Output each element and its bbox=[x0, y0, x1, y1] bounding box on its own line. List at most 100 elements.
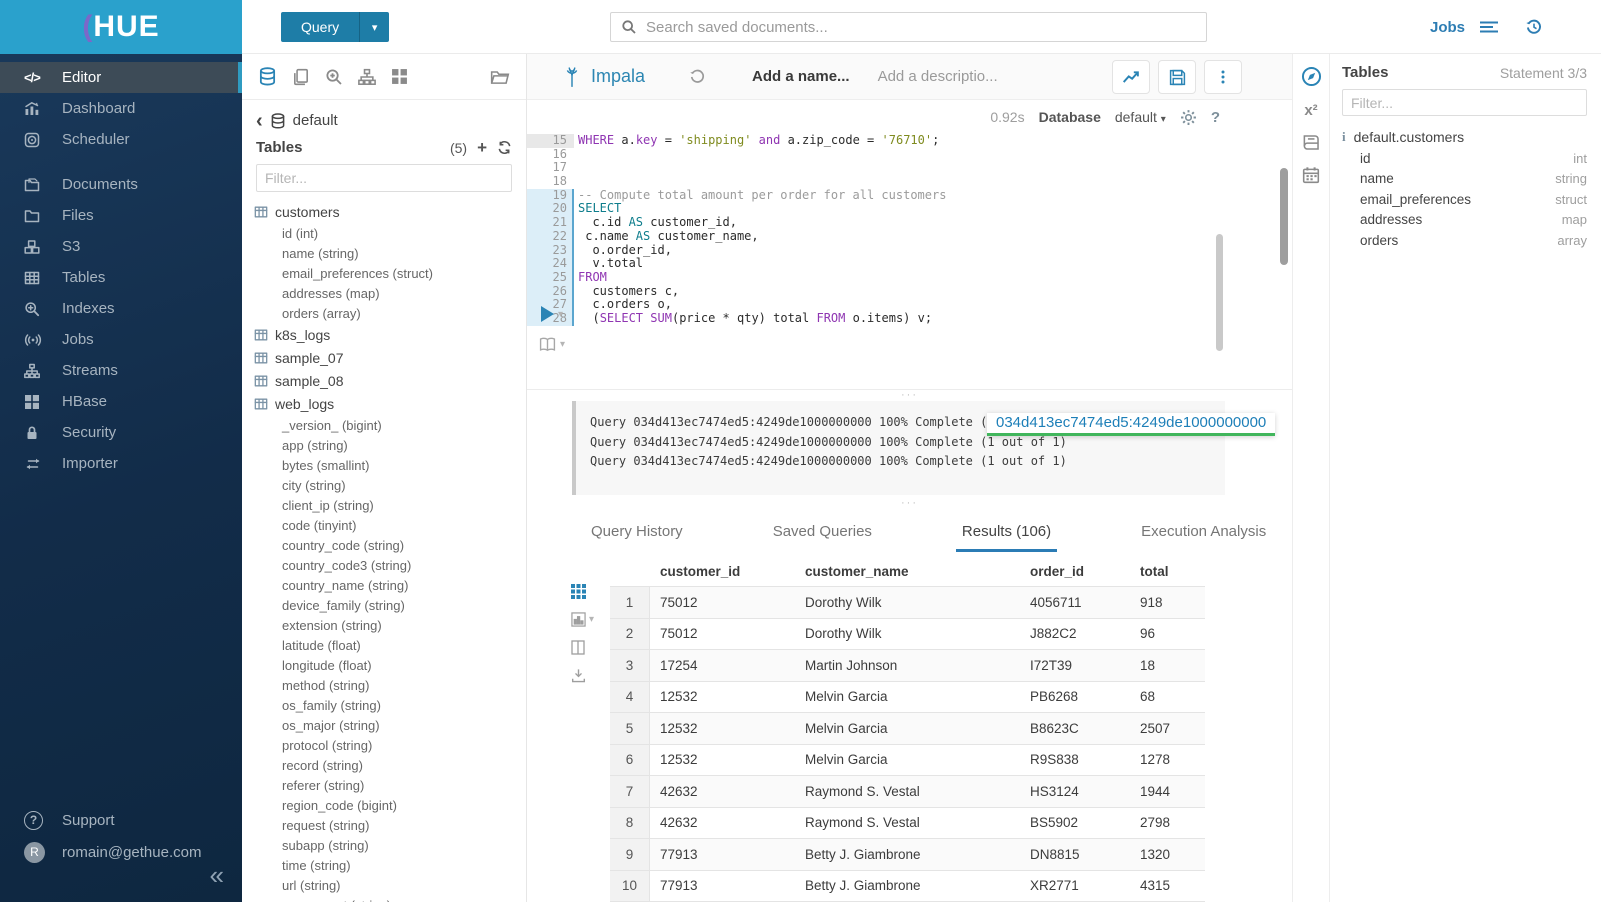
chart-view-icon[interactable]: ▾ bbox=[571, 612, 594, 627]
schedule-calendar-icon[interactable] bbox=[1302, 166, 1320, 184]
sidebar-item-hbase[interactable]: HBase bbox=[0, 386, 242, 417]
column-item[interactable]: os_family (string) bbox=[282, 697, 381, 713]
results-header-order-id[interactable]: order_id bbox=[1030, 563, 1085, 579]
column-item[interactable]: longitude (float) bbox=[282, 657, 372, 673]
download-icon[interactable] bbox=[571, 668, 594, 683]
engine-name[interactable]: Impala bbox=[591, 66, 646, 86]
table-sample-07[interactable]: sample_07 bbox=[254, 346, 526, 369]
column-item[interactable]: latitude (float) bbox=[282, 637, 361, 653]
column-item[interactable]: record (string) bbox=[282, 757, 363, 773]
chart-button[interactable] bbox=[1112, 60, 1150, 94]
settings-gear-icon[interactable] bbox=[1180, 109, 1197, 126]
new-query-button[interactable]: Query ▾ bbox=[281, 12, 390, 42]
tab-results-106[interactable]: Results (106) bbox=[955, 519, 1058, 552]
jobs-link[interactable]: Jobs bbox=[1429, 18, 1465, 36]
sidebar-item-tables[interactable]: Tables bbox=[0, 262, 242, 293]
explain-book-icon[interactable]: ▾ bbox=[539, 337, 565, 352]
add-table-icon[interactable]: + bbox=[477, 138, 487, 157]
sidebar-item-dashboard[interactable]: Dashboard bbox=[0, 93, 242, 124]
column-item[interactable]: os_major (string) bbox=[282, 717, 380, 733]
history-icon[interactable] bbox=[689, 68, 706, 85]
hue-logo[interactable]: (HUE bbox=[0, 0, 242, 54]
column-item[interactable]: client_ip (string) bbox=[282, 497, 374, 513]
sidebar-item-s3[interactable]: S3 bbox=[0, 231, 242, 262]
column-item[interactable]: _version_ (bigint) bbox=[282, 417, 382, 433]
query-name-field[interactable]: Add a name... bbox=[752, 68, 850, 85]
collapse-sidebar-icon[interactable]: « bbox=[209, 860, 224, 890]
column-item[interactable]: addresses (map) bbox=[282, 285, 380, 301]
tab-execution-analysis[interactable]: Execution Analysis bbox=[1141, 523, 1267, 540]
sidebar-footer-support[interactable]: ? Support bbox=[0, 804, 242, 836]
column-item[interactable]: referer (string) bbox=[282, 777, 365, 793]
sidebar-item-editor[interactable]: </> Editor bbox=[0, 62, 242, 93]
functions-icon[interactable]: x² bbox=[1304, 102, 1318, 119]
query-button-label[interactable]: Query bbox=[281, 12, 360, 42]
active-table[interactable]: i default.customers bbox=[1342, 126, 1587, 148]
sidebar-item-documents[interactable]: Documents bbox=[0, 169, 242, 200]
language-reference-icon[interactable] bbox=[1302, 134, 1321, 151]
editor-assistant-icon[interactable] bbox=[1301, 66, 1322, 87]
column-item[interactable]: method (string) bbox=[282, 677, 370, 693]
chevron-down-icon[interactable]: ▾ bbox=[589, 614, 595, 625]
sidebar-item-importer[interactable]: Importer bbox=[0, 448, 242, 479]
column-item[interactable]: name string bbox=[1342, 169, 1587, 190]
column-item[interactable]: country_name (string) bbox=[282, 577, 409, 593]
table-customers[interactable]: customers bbox=[254, 200, 526, 223]
sitemap-source-icon[interactable] bbox=[358, 68, 376, 86]
current-database[interactable]: default bbox=[292, 112, 338, 129]
column-item[interactable]: protocol (string) bbox=[282, 737, 373, 753]
database-source-icon[interactable] bbox=[258, 67, 277, 86]
resize-handle[interactable]: ··· bbox=[901, 389, 918, 401]
results-header-customer-name[interactable]: customer_name bbox=[805, 563, 909, 579]
search-input[interactable] bbox=[646, 18, 1196, 36]
column-item[interactable]: user_agent (string) bbox=[254, 895, 526, 902]
zoom-in-icon[interactable] bbox=[325, 68, 343, 86]
sql-code-editor[interactable]: 15 WHERE a.key = 'shipping' and a.zip_cod… bbox=[527, 133, 1292, 389]
column-item[interactable]: bytes (smallint) bbox=[282, 457, 370, 473]
columns-view-icon[interactable] bbox=[571, 640, 594, 655]
sidebar-item-indexes[interactable]: Indexes bbox=[0, 293, 242, 324]
column-item[interactable]: country_code (string) bbox=[282, 537, 405, 553]
documents-source-icon[interactable] bbox=[292, 68, 310, 86]
info-icon[interactable]: i bbox=[1342, 129, 1346, 144]
sidebar-item-files[interactable]: Files bbox=[0, 200, 242, 231]
column-item[interactable]: subapp (string) bbox=[282, 837, 369, 853]
column-item[interactable]: device_family (string) bbox=[282, 597, 405, 613]
right-panel-filter-input[interactable] bbox=[1342, 89, 1587, 116]
column-item[interactable]: app (string) bbox=[282, 437, 348, 453]
jobs-list-icon[interactable] bbox=[1479, 19, 1499, 35]
column-item[interactable]: name (string) bbox=[282, 245, 359, 261]
column-item[interactable]: addresses map bbox=[1342, 210, 1587, 231]
help-icon[interactable]: ? bbox=[1210, 108, 1220, 126]
sidebar-item-security[interactable]: Security bbox=[0, 417, 242, 448]
save-button[interactable] bbox=[1158, 60, 1196, 94]
results-header-customer-id[interactable]: customer_id bbox=[660, 563, 741, 579]
column-item[interactable]: id (int) bbox=[282, 225, 319, 241]
sidebar-item-streams[interactable]: Streams bbox=[0, 355, 242, 386]
more-actions-button[interactable] bbox=[1204, 60, 1242, 94]
execute-query-button[interactable]: ▾ bbox=[541, 306, 563, 322]
column-item[interactable]: email_preferences (struct) bbox=[282, 265, 433, 281]
column-item[interactable]: extension (string) bbox=[282, 617, 382, 633]
column-item[interactable]: country_code3 (string) bbox=[282, 557, 412, 573]
database-dropdown[interactable]: default ▾ bbox=[1114, 109, 1166, 125]
grid-view-icon[interactable] bbox=[571, 584, 594, 599]
tab-query-history[interactable]: Query History bbox=[591, 523, 683, 540]
query-description-field[interactable]: Add a descriptio... bbox=[877, 68, 998, 85]
table-web-logs[interactable]: web_logs bbox=[254, 392, 526, 415]
code-scrollbar-thumb[interactable] bbox=[1216, 234, 1223, 351]
projects-folder-icon[interactable] bbox=[490, 68, 510, 86]
column-item[interactable]: request (string) bbox=[282, 817, 370, 833]
resize-handle[interactable]: ··· bbox=[901, 497, 918, 509]
chevron-down-icon[interactable]: ▾ bbox=[558, 308, 564, 320]
results-header-total[interactable]: total bbox=[1140, 563, 1169, 579]
column-item[interactable]: orders (array) bbox=[282, 305, 361, 321]
column-item[interactable]: code (tinyint) bbox=[282, 517, 357, 533]
sidebar-item-scheduler[interactable]: Scheduler bbox=[0, 124, 242, 155]
table-sample-08[interactable]: sample_08 bbox=[254, 369, 526, 392]
tables-filter-input[interactable] bbox=[256, 164, 512, 192]
panel-scrollbar-thumb[interactable] bbox=[1280, 168, 1288, 265]
column-item[interactable]: region_code (bigint) bbox=[282, 797, 397, 813]
column-item[interactable]: city (string) bbox=[282, 477, 346, 493]
